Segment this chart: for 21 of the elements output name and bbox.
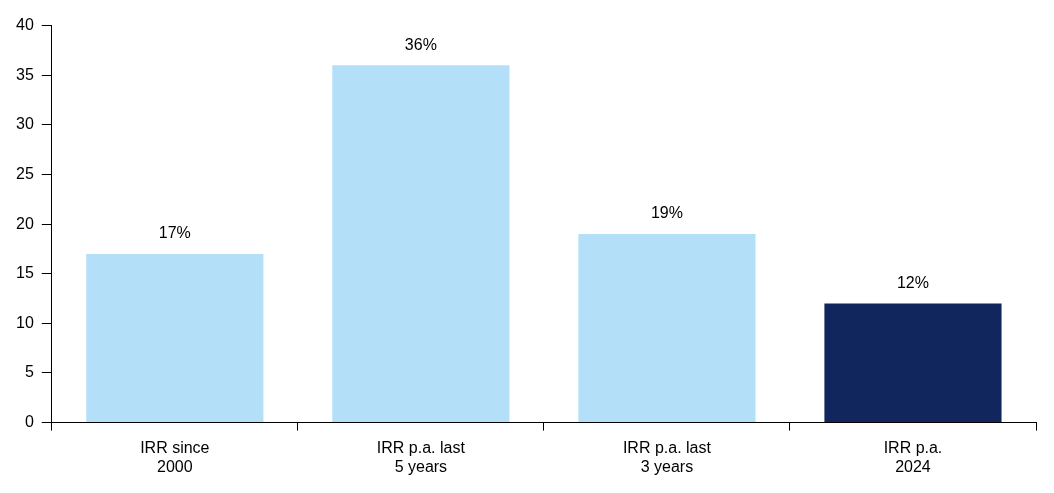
y-tick-label: 30 (16, 115, 34, 133)
y-tick-label: 10 (16, 313, 34, 331)
x-tick-label: IRR p.a. last 3 years (622, 438, 712, 475)
bar (578, 234, 756, 423)
data-label: 17% (158, 224, 191, 242)
y-tick-label: 35 (16, 65, 34, 83)
y-tick-label: 5 (24, 363, 34, 381)
y-tick-label: 20 (16, 214, 34, 232)
y-tick-label: 40 (16, 16, 34, 34)
data-label: 36% (404, 35, 437, 53)
bar (824, 303, 1002, 423)
x-tick-label: IRR p.a. 2024 (883, 438, 943, 475)
data-label: 12% (896, 273, 929, 291)
bar (86, 253, 264, 423)
y-tick-label: 25 (16, 164, 34, 182)
y-tick-label: 15 (16, 264, 34, 282)
bar (332, 65, 510, 423)
y-tick-label: 0 (24, 413, 34, 431)
x-tick-label: IRR since 2000 (140, 438, 210, 475)
data-label: 19% (650, 204, 683, 222)
x-tick-label: IRR p.a. last 5 years (376, 438, 466, 475)
